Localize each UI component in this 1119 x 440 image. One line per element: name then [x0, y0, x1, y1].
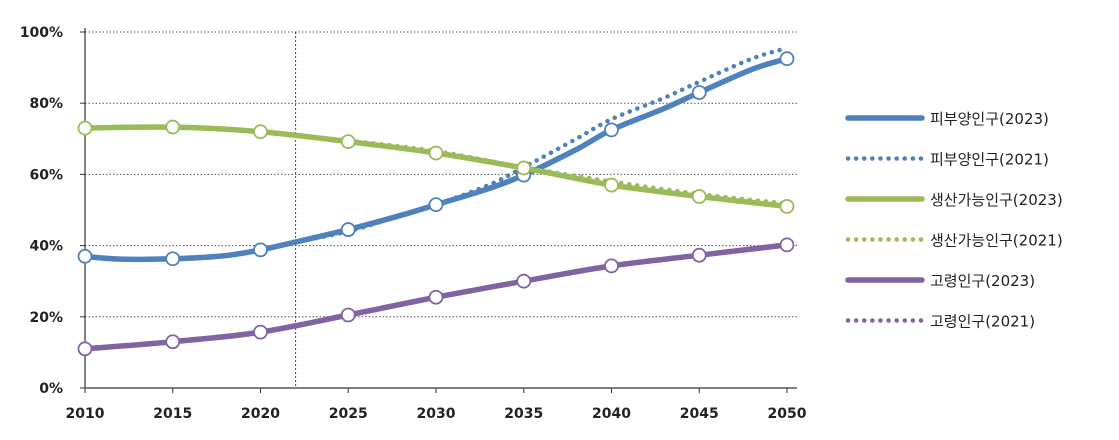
data-point	[428, 145, 444, 161]
legend-label: 생산가능인구(2021)	[930, 232, 1063, 250]
markers-group	[77, 51, 795, 357]
data-point	[428, 289, 444, 305]
x-tick-label: 2040	[592, 406, 631, 422]
legend-label: 고령인구(2023)	[930, 272, 1035, 290]
legend-label: 피부양인구(2021)	[930, 151, 1049, 169]
data-point	[604, 122, 619, 138]
axes: 0% 20% 40% 60% 80% 100% 2010 2015 2020 2025 2030 20…	[20, 25, 807, 422]
data-point	[691, 247, 707, 263]
x-tick-label: 2030	[417, 406, 456, 422]
legend: 피부양인구(2023) 피부양인구(2021) 생산가능인구(2023) 생산가능인구…	[845, 110, 1063, 331]
x-tick-label: 2050	[768, 406, 807, 422]
data-point	[604, 258, 619, 274]
data-point	[77, 248, 93, 264]
x-tick-label: 2020	[241, 406, 280, 422]
data-point	[165, 251, 181, 267]
data-point	[428, 197, 444, 213]
data-point	[253, 242, 268, 258]
data-point	[604, 177, 619, 193]
grid-lines	[85, 31, 797, 318]
y-tick-label: 60%	[29, 167, 63, 183]
y-tick-label: 40%	[29, 239, 63, 255]
legend-label: 피부양인구(2023)	[930, 110, 1049, 128]
data-point	[340, 307, 356, 323]
data-point	[340, 222, 356, 237]
data-point	[779, 51, 795, 67]
series-line	[82, 124, 790, 210]
data-point	[165, 119, 181, 135]
y-tick-label: 100%	[20, 25, 63, 41]
legend-label: 생산가능인구(2023)	[930, 191, 1063, 209]
x-tick-label: 2010	[66, 406, 105, 422]
x-tick-label: 2035	[504, 406, 543, 422]
x-tick-label: 2045	[680, 406, 719, 422]
legend-label: 고령인구(2021)	[930, 313, 1035, 331]
data-point	[77, 341, 93, 357]
data-point	[779, 199, 795, 214]
x-tick-label: 2025	[329, 406, 368, 422]
data-point	[779, 237, 795, 253]
data-point	[253, 124, 268, 140]
data-point	[77, 120, 93, 136]
data-point	[165, 334, 181, 350]
data-point	[691, 189, 707, 204]
data-point	[253, 324, 268, 340]
data-point	[516, 160, 532, 176]
series-line	[258, 45, 790, 253]
data-point	[340, 134, 356, 150]
y-tick-label: 0%	[39, 381, 63, 397]
x-tick-label: 2015	[153, 406, 192, 422]
y-tick-label: 20%	[29, 310, 63, 326]
y-tick-label: 80%	[29, 96, 63, 112]
data-point	[691, 85, 707, 100]
data-point	[516, 273, 532, 289]
